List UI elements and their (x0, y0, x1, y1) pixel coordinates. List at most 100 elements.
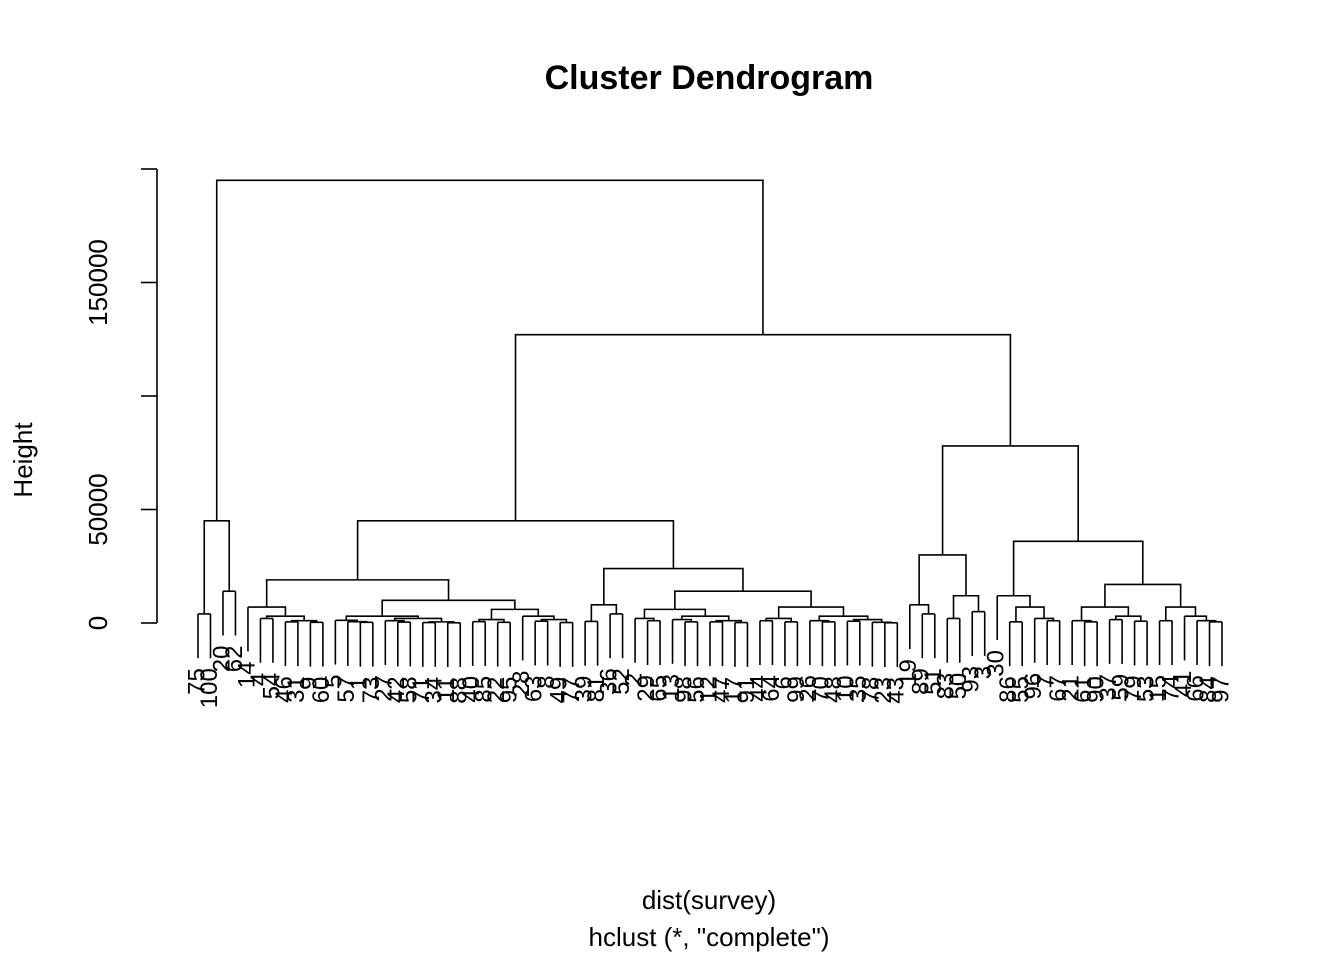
leaf-label: 53 (1132, 675, 1159, 702)
leaf-label: 100 (196, 668, 223, 708)
leaf-label: 65 (645, 675, 672, 702)
leaf-label: 21 (1057, 675, 1084, 702)
leaf-label: 36 (595, 668, 622, 695)
leaf-label: 60 (308, 677, 335, 704)
leaf-label: 67 (1045, 675, 1072, 702)
leaf-label: 59 (1107, 674, 1134, 701)
leaf-label: 89 (908, 668, 935, 695)
leaf-label: 55 (1008, 676, 1035, 703)
merge-node (1012, 540, 1144, 596)
leaf-label: 9 (296, 677, 323, 690)
leaf-label: 52 (608, 668, 635, 695)
merge-node (347, 620, 368, 623)
leaf-label: 91 (733, 677, 760, 704)
leaf-label: 23 (870, 677, 897, 704)
merge-node (356, 520, 675, 580)
leaf-label: 58 (396, 676, 423, 703)
chart-title: Cluster Dendrogram (545, 59, 874, 97)
merge-node (335, 619, 359, 622)
merge-node (385, 619, 405, 623)
leaf-label: 61 (1070, 676, 1097, 703)
merge-node (1080, 606, 1130, 621)
x-axis-label: dist(survey) (642, 885, 776, 915)
leaf-label: 17 (720, 677, 747, 704)
leaf-label: 4 (246, 673, 273, 686)
leaf-label: 54 (258, 673, 285, 700)
merge-node (672, 618, 693, 622)
merge-node (381, 599, 516, 617)
leaf-label: 10 (833, 675, 860, 702)
leaf-label: 81 (583, 676, 610, 703)
leaf-label: 7 (1033, 675, 1060, 688)
merge-node (941, 445, 1079, 555)
leaf-label: 63 (521, 675, 548, 702)
y-tick-label: 50000 (83, 473, 113, 545)
leaf-label: 71 (408, 677, 435, 704)
leaf-label: 42 (383, 676, 410, 703)
leaf-label: 39 (570, 676, 597, 703)
leaf-label: 13 (658, 674, 685, 701)
leaf-label: 26 (795, 675, 822, 702)
leaf-label: 48 (820, 676, 847, 703)
leaf-label: 64 (758, 675, 785, 702)
leaf-label: 2 (620, 673, 647, 686)
merge-node (603, 567, 744, 605)
merge-node (265, 579, 450, 608)
leaf-label: 74 (1157, 675, 1184, 702)
leaf-label: 96 (1020, 673, 1047, 700)
leaf-label: 14 (233, 661, 260, 688)
leaf-label: 34 (421, 677, 448, 704)
leaf-label: 97 (1207, 676, 1234, 703)
leaf-label: 85 (471, 676, 498, 703)
merge-node (1184, 615, 1208, 621)
merge-node (1165, 606, 1197, 621)
leaf-label: 75 (183, 668, 210, 695)
leaf-label: 77 (558, 677, 585, 704)
leaf-label: 78 (858, 677, 885, 704)
leaf-label: 84 (1195, 676, 1222, 703)
leaf-label: 47 (708, 676, 735, 703)
merge-node (514, 333, 1012, 521)
leaf-label: 1 (346, 677, 373, 690)
leaf-label: 41 (1170, 670, 1197, 697)
merge-node (1197, 619, 1217, 622)
merge-node (909, 604, 930, 614)
subtitle: hclust (*, "complete") (589, 922, 830, 952)
merge-node (1072, 619, 1092, 622)
leaf-label: 29 (633, 675, 660, 702)
leaf-label: 83 (933, 673, 960, 700)
leaf-label: 12 (695, 676, 722, 703)
merge-node (635, 617, 655, 621)
merge-node (522, 615, 555, 620)
merge-node (215, 179, 764, 521)
merge-node (1034, 617, 1055, 621)
merge-node (952, 594, 980, 619)
leaf-label: 40 (458, 676, 485, 703)
leaf-label: 6 (770, 676, 797, 689)
leaf-label: 73 (358, 677, 385, 704)
leaf-label: 57 (333, 676, 360, 703)
merge-node (918, 554, 967, 605)
merge-node (643, 608, 707, 619)
leaf-label: 62 (221, 645, 248, 672)
leaf-label: 11 (433, 677, 460, 702)
y-axis-label: Height (8, 422, 38, 498)
leaf-label: 98 (670, 676, 697, 703)
leaf-label: 66 (1182, 675, 1209, 702)
leaf-label: 31 (283, 676, 310, 703)
leaf-label: 99 (783, 676, 810, 703)
leaf-label: 28 (508, 670, 535, 697)
merge-node (428, 621, 455, 623)
leaf-label: 35 (845, 675, 872, 702)
merge-node (203, 520, 231, 614)
leaf-label: 43 (883, 677, 910, 704)
leaf-label: 90 (1082, 676, 1109, 703)
merge-node (1104, 583, 1182, 608)
leaf-label: 86 (995, 676, 1022, 703)
leaf-label: 22 (483, 677, 510, 704)
merge-node (1015, 606, 1045, 622)
leaf-label: 30 (983, 650, 1010, 677)
y-tick-label: 150000 (83, 239, 113, 326)
